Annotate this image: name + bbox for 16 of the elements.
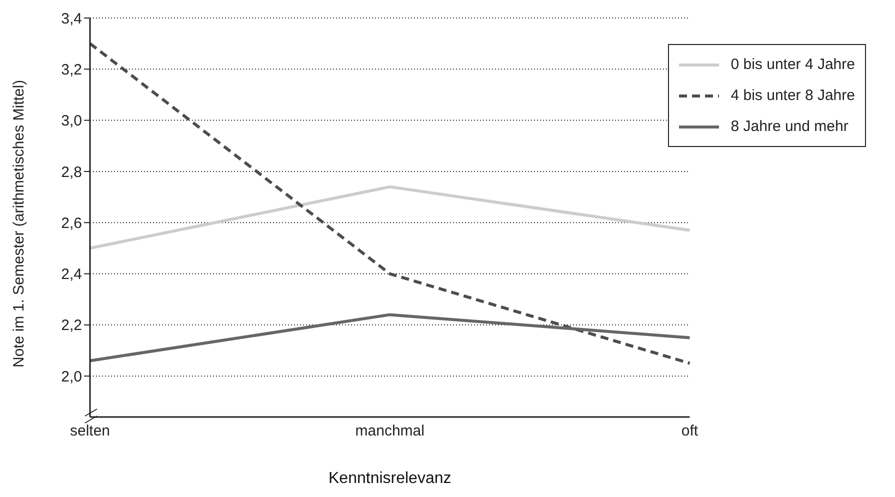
x-tick-label: manchmal [355, 422, 424, 440]
x-tick-label: selten [70, 422, 110, 440]
legend-label: 4 bis unter 8 Jahre [730, 87, 855, 104]
x-tick-label: oft [681, 422, 699, 440]
y-tick-label: 3,2 [61, 61, 82, 78]
y-axis-title: Note im 1. Semester (arithmetisches Mittel) [10, 80, 28, 368]
x-axis-title: Kenntnisrelevanz [328, 470, 452, 487]
y-tick-label: 2,4 [61, 266, 82, 284]
legend-label: 0 bis unter 4 Jahre [730, 56, 855, 73]
y-tick-label: 3,0 [61, 112, 82, 130]
y-tick-label: 2,0 [61, 368, 82, 386]
y-tick-label: 2,8 [61, 164, 82, 181]
y-tick-label: 2,2 [61, 317, 82, 334]
y-tick-label: 3,4 [61, 10, 82, 28]
legend-label: 8 Jahre und mehr [730, 118, 848, 135]
y-tick-label: 2,6 [61, 214, 82, 232]
